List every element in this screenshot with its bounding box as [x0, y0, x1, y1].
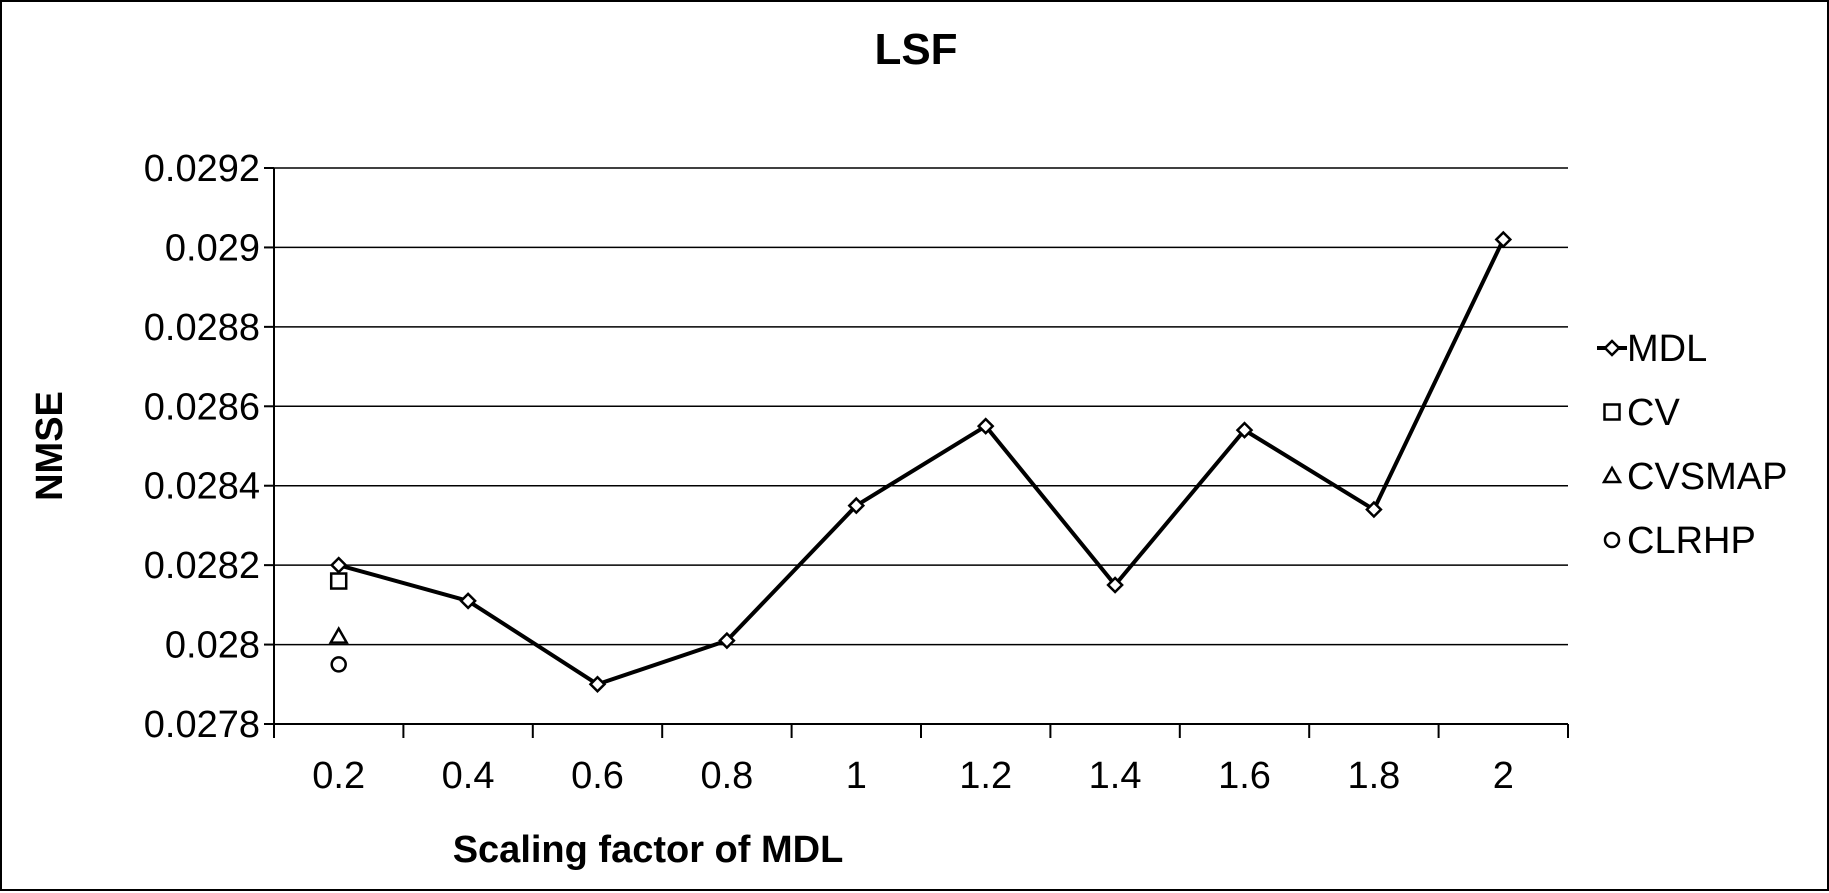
series-line-mdl	[338, 238, 1506, 687]
x-tick-label: 2	[1493, 755, 1514, 797]
x-tick-label: 0.6	[571, 755, 624, 797]
legend-marker-cvsmap	[1601, 465, 1623, 484]
data-point-mdl	[1365, 500, 1383, 519]
x-tick-label: 0.8	[700, 755, 753, 797]
y-tick-label: 0.0292	[144, 148, 260, 190]
x-tick-label: 1.6	[1218, 755, 1271, 797]
x-axis-label: Scaling factor of MDL	[453, 829, 844, 871]
data-point-mdl	[459, 592, 477, 610]
data-point-cvsmap	[328, 626, 349, 644]
x-tick-label: 1.2	[959, 755, 1012, 797]
y-tick-label: 0.0282	[144, 545, 260, 587]
data-point-cv	[329, 572, 348, 590]
data-point-mdl	[329, 556, 348, 574]
y-tick-label: 0.029	[165, 227, 260, 269]
y-tick-label: 0.0284	[144, 466, 260, 508]
data-point-mdl	[1106, 576, 1124, 594]
legend-label-cv: CV	[1627, 392, 1680, 434]
data-point-mdl	[588, 675, 607, 694]
legend-label-cvsmap: CVSMAP	[1627, 456, 1787, 498]
y-tick-label: 0.0288	[144, 307, 260, 349]
chart-title: LSF	[874, 25, 957, 74]
data-point-mdl	[976, 417, 995, 435]
legend-marker-mdl	[1603, 339, 1621, 357]
x-tick-label: 1.4	[1089, 755, 1142, 797]
y-axis-label: NMSE	[29, 391, 71, 501]
data-point-mdl	[847, 496, 866, 515]
y-tick-label: 0.0278	[144, 704, 260, 746]
legend-marker-clrhp	[1603, 531, 1621, 549]
data-point-mdl	[1494, 230, 1513, 249]
series	[328, 230, 1513, 694]
legend: MDL CV CVSMAP CLRHP	[1597, 328, 1787, 562]
data-point-mdl	[718, 631, 736, 650]
x-tick-label: 0.4	[442, 755, 495, 797]
legend-label-clrhp: CLRHP	[1627, 520, 1756, 562]
data-point-mdl	[1235, 421, 1254, 439]
y-tick-label: 0.028	[165, 625, 260, 667]
x-tick-label: 1.8	[1347, 755, 1400, 797]
legend-label-mdl: MDL	[1627, 328, 1707, 370]
x-tick-label: 1	[846, 755, 867, 797]
gridlines	[274, 167, 1568, 646]
x-tick-label: 0.2	[312, 755, 365, 797]
data-point-clrhp	[330, 656, 347, 673]
y-tick-label: 0.0286	[144, 386, 260, 428]
legend-marker-cv	[1603, 403, 1621, 421]
axes	[264, 167, 1569, 738]
tick-labels: 0.0278 0.028 0.0282 0.0284 0.0286 0.0288 0.029…	[144, 148, 1514, 797]
